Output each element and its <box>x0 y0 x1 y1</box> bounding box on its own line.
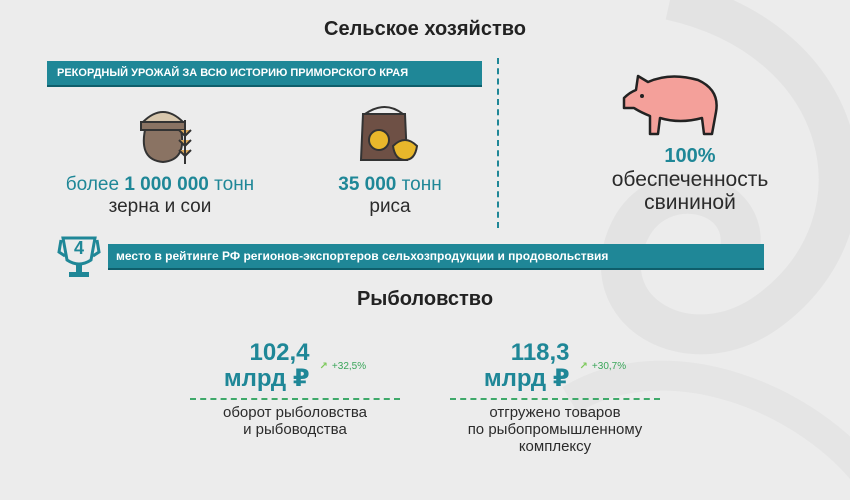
caption-line: комплексу <box>518 438 592 455</box>
rice-stat: 35 000 тонн <box>338 174 441 196</box>
pork-percent: 100% <box>664 145 716 167</box>
background-ornament <box>562 0 850 480</box>
rice-value: 35 000 <box>338 174 397 195</box>
shipped-number: 118,3 млрд ₽ <box>484 340 570 392</box>
agriculture-title: Сельское хозяйство <box>324 18 526 40</box>
turnover-growth: ↗ +32,5% <box>320 361 367 372</box>
shipped-value: 118,3 <box>510 339 570 366</box>
shipped-caption: отгружено товаров по рыбопромышленному ком… <box>468 404 643 455</box>
rice-caption: риса <box>369 196 411 217</box>
pig-icon <box>622 74 718 136</box>
shipped-figure: 118,3 млрд ₽ ↗ +30,7% <box>484 340 626 392</box>
fishing-shipped-stat: 118,3 млрд ₽ ↗ +30,7% отгружено товаров по… <box>450 340 660 455</box>
caption-line: отгружено товаров <box>489 404 621 421</box>
rank-place: 4 <box>73 238 84 258</box>
trend-up-icon: ↗ <box>579 360 588 372</box>
pork-line1: обеспеченность <box>611 168 769 191</box>
shipped-growth: ↗ +30,7% <box>580 361 627 372</box>
turnover-value: 102,4 <box>249 339 310 366</box>
pork-line2: свининой <box>644 191 736 214</box>
divider <box>450 398 660 400</box>
turnover-growth-value: +32,5% <box>331 360 367 372</box>
rank-banner: место в рейтинге РФ регионов-экспортеров… <box>108 244 764 270</box>
caption-line: оборот рыболовства <box>223 404 367 421</box>
grain-block: более 1 000 000 тонн зерна и сои <box>10 174 310 218</box>
pork-block: 100% обеспеченность свининой <box>560 144 820 214</box>
grain-value: 1 000 000 <box>124 174 209 195</box>
turnover-number: 102,4 млрд ₽ <box>224 340 310 392</box>
divider <box>190 398 400 400</box>
record-harvest-banner: РЕКОРДНЫЙ УРОЖАЙ ЗА ВСЮ ИСТОРИЮ ПРИМОРСК… <box>47 61 482 87</box>
turnover-caption: оборот рыболовства и рыбоводства <box>223 404 367 438</box>
grain-stat: более 1 000 000 тонн <box>66 174 254 196</box>
rice-bag-icon <box>359 106 419 162</box>
grain-unit: тонн <box>208 174 255 195</box>
shipped-unit: млрд ₽ <box>483 365 570 392</box>
turnover-unit: млрд ₽ <box>223 365 310 392</box>
trophy-icon <box>57 236 101 277</box>
divider <box>497 58 499 228</box>
shipped-growth-value: +30,7% <box>591 360 627 372</box>
fishing-turnover-stat: 102,4 млрд ₽ ↗ +32,5% оборот рыболовства и… <box>190 340 400 438</box>
fishing-title: Рыболовство <box>356 288 494 310</box>
grain-caption: зерна и сои <box>108 196 212 217</box>
rice-block: 35 000 тонн риса <box>300 174 480 218</box>
grain-prefix: более <box>65 174 125 195</box>
caption-line: по рыбопромышленному <box>467 421 643 438</box>
grain-sack-icon <box>140 111 192 164</box>
turnover-figure: 102,4 млрд ₽ ↗ +32,5% <box>224 340 366 392</box>
trend-up-icon: ↗ <box>319 360 328 372</box>
caption-line: и рыбоводства <box>243 421 347 438</box>
rice-unit: тонн <box>396 174 442 195</box>
